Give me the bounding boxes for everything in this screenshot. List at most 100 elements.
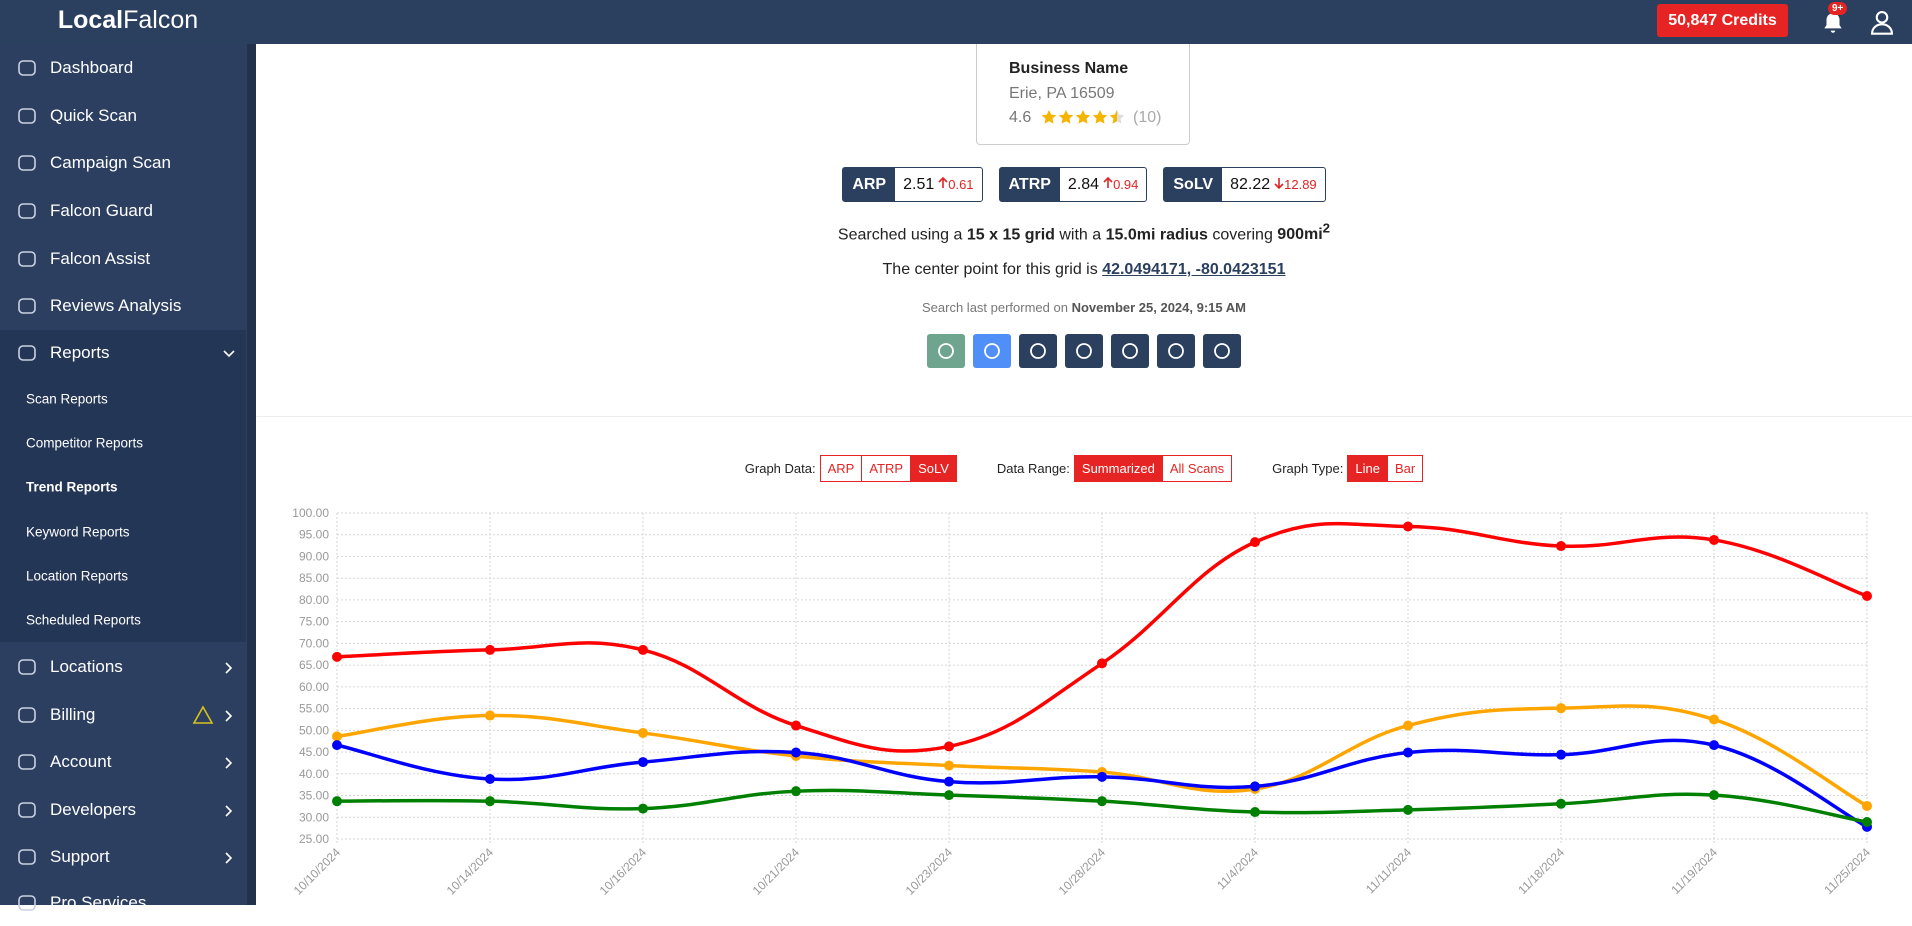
search-info: Searched using a 15 x 15 grid with a 15.… (256, 221, 1912, 244)
sidebar-item[interactable]: Campaign Scan (0, 140, 256, 186)
menu-icon (18, 707, 36, 723)
data-point (1250, 807, 1260, 818)
icon-shape (18, 345, 36, 361)
data-point (1862, 800, 1872, 811)
rating: 4.6 (1009, 109, 1032, 126)
metric-change: 0.94 (1103, 176, 1138, 192)
metric-value-box: 2.51 0.61 (895, 168, 981, 201)
chart: 25.00 30.00 35.00 40.00 45.00 50.00 55.00 60.00… (291, 506, 1874, 898)
menu-icon (18, 298, 36, 314)
date: November 25, 2024, 9:15 AM (1071, 300, 1246, 315)
icon-shape (18, 707, 36, 723)
sidebar-item[interactable]: Quick Scan (0, 93, 256, 139)
control-option[interactable]: ATRP (862, 455, 912, 482)
action-button[interactable] (1019, 334, 1057, 368)
metric-change-value: 12.89 (1284, 177, 1317, 192)
metric: ATRP 2.84 0.94 (998, 167, 1148, 202)
sidebar-item[interactable]: Support (0, 834, 256, 880)
chevron-path (225, 710, 233, 722)
button-icon (1030, 343, 1046, 359)
button-icon (1076, 343, 1092, 359)
submenu-item[interactable]: Keyword Reports (26, 524, 130, 540)
control-option[interactable]: All Scans (1162, 455, 1233, 482)
control-label: Graph Type: (1272, 461, 1344, 476)
sidebar-label: Reports (50, 343, 110, 362)
chevron-path (225, 662, 233, 674)
data-point (485, 644, 495, 655)
x-tick-label: 11/18/2024 (1515, 845, 1567, 897)
action-button[interactable] (1203, 334, 1241, 368)
sidebar-label: Falcon Guard (50, 201, 153, 220)
bell-icon[interactable] (1820, 10, 1846, 36)
sidebar: Dashboard Quick Scan Campaign Scan Falcon G… (0, 44, 256, 912)
sidebar-label: Quick Scan (50, 106, 137, 125)
sidebar-label: Support (50, 847, 110, 866)
notification-badge: 9+ (1828, 2, 1848, 15)
data-point (1403, 804, 1413, 815)
sidebar-item[interactable]: Locations (0, 644, 256, 690)
y-tick-label: 100.00 (292, 506, 329, 520)
control-option[interactable]: Bar (1387, 455, 1424, 482)
sidebar-item[interactable]: Pro Services (0, 880, 256, 926)
x-tick-label: 10/21/2024 (750, 845, 803, 898)
metric-label: ATRP (999, 168, 1060, 201)
sidebar-item[interactable]: Reports (0, 330, 256, 376)
sidebar-item[interactable]: Falcon Assist (0, 236, 256, 282)
metric-value: 2.84 (1067, 176, 1100, 193)
data-point (1862, 591, 1872, 602)
submenu-item[interactable]: Trend Reports (26, 479, 118, 495)
menu-icon (18, 802, 36, 818)
menu-icon (18, 60, 36, 76)
control-option[interactable]: Line (1347, 455, 1388, 482)
button-icon (1168, 343, 1184, 359)
x-tick-label: 10/28/2024 (1056, 845, 1109, 898)
button-icon (938, 343, 954, 359)
data-point (1556, 541, 1566, 552)
user-icon[interactable] (1868, 8, 1896, 36)
metric-value: 2.51 (903, 176, 935, 193)
chevron-path (225, 805, 233, 817)
control-option[interactable]: Summarized (1073, 455, 1163, 482)
control-option[interactable]: ARP (819, 455, 863, 482)
submenu-item[interactable]: Scheduled Reports (26, 612, 141, 628)
change-arrow (938, 176, 948, 188)
data-point (332, 740, 342, 751)
control-option[interactable]: SoLV (911, 455, 957, 482)
sidebar-item[interactable]: Reviews Analysis (0, 283, 256, 329)
action-button[interactable] (927, 334, 965, 368)
center-point: The center point for this grid is 42.049… (256, 261, 1912, 279)
y-tick-label: 35.00 (299, 789, 329, 803)
radius: 15.0mi radius (1105, 226, 1208, 244)
data-point (791, 720, 801, 731)
icon-shape (18, 802, 36, 818)
y-tick-label: 80.00 (299, 593, 329, 607)
icon-glyph (1122, 343, 1138, 359)
control-label: Graph Data: (744, 461, 816, 476)
sidebar-item[interactable]: Falcon Guard (0, 188, 256, 234)
sidebar-item[interactable]: Dashboard (0, 45, 256, 91)
action-button[interactable] (1111, 334, 1149, 368)
action-button[interactable] (1157, 334, 1195, 368)
menu-icon (18, 849, 36, 865)
action-button[interactable] (973, 334, 1011, 368)
coords-link[interactable]: 42.0494171, -80.0423151 (1102, 261, 1286, 278)
metric-label: SoLV (1164, 168, 1223, 201)
credits-button[interactable]: 50,847 Credits (1657, 4, 1788, 37)
business-card: Business Name Erie, PA 16509 4.6 (10) (976, 44, 1190, 145)
data-point (1709, 740, 1719, 751)
submenu-item[interactable]: Location Reports (26, 568, 129, 584)
sidebar-item[interactable]: Billing (0, 692, 256, 738)
data-point (1403, 747, 1413, 758)
sidebar-item[interactable]: Account (0, 739, 256, 785)
submenu-item[interactable]: Scan Reports (26, 391, 108, 407)
x-tick-label: 10/23/2024 (903, 845, 956, 898)
action-button[interactable] (1065, 334, 1103, 368)
logo[interactable]: LocalFalcon (0, 0, 256, 44)
y-tick-label: 90.00 (299, 549, 329, 563)
submenu-item[interactable]: Competitor Reports (26, 435, 144, 451)
y-tick-label: 45.00 (299, 745, 329, 759)
sidebar-item[interactable]: Developers (0, 787, 256, 833)
x-tick-label: 10/14/2024 (444, 845, 497, 898)
sidebar-label: Falcon Assist (50, 249, 151, 268)
chevron (225, 710, 233, 722)
